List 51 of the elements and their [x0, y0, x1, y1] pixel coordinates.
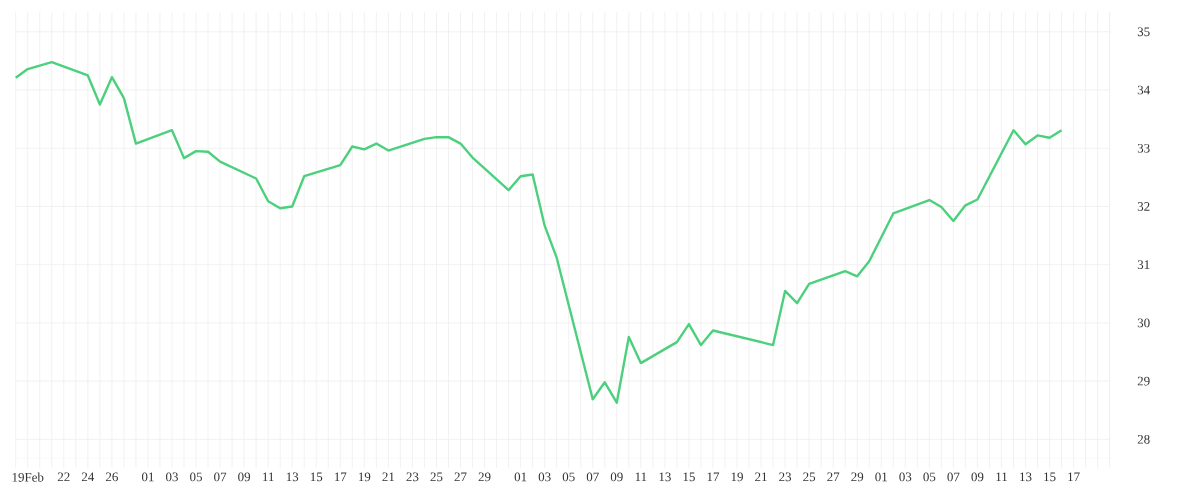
x-tick-label: 17 — [707, 472, 720, 482]
x-tick-label: 25 — [803, 472, 816, 482]
x-tick-label: 07 — [947, 472, 960, 482]
x-tick-label: 13 — [1020, 472, 1032, 482]
x-tick-label: 05 — [923, 472, 936, 482]
y-tick-label: 34 — [1137, 85, 1150, 95]
x-tick-label: 09 — [610, 472, 623, 482]
x-tick-label: 21 — [382, 472, 395, 482]
x-tick-label: 15 — [683, 472, 695, 482]
x-tick-label: 13 — [659, 472, 671, 482]
x-tick-label: 01 — [514, 472, 527, 482]
x-tick-label: 17 — [334, 472, 347, 482]
x-tick-label: 19 — [358, 472, 371, 482]
x-tick-label: 24 — [81, 472, 95, 482]
x-tick-label: 09 — [238, 472, 251, 482]
x-tick-label: 01 — [141, 472, 154, 482]
y-tick-label: 30 — [1137, 318, 1150, 328]
x-tick-label: 07 — [214, 472, 227, 482]
x-tick-label: 07 — [586, 472, 599, 482]
x-tick-label: 13 — [286, 472, 299, 482]
x-tick-label: 03 — [166, 472, 178, 482]
x-tick-label: 23 — [406, 472, 419, 482]
x-tick-label: 01 — [875, 472, 887, 482]
x-tick-label: 26 — [105, 472, 118, 482]
x-tick-label: 15 — [1044, 472, 1056, 482]
x-tick-label: 11 — [635, 472, 647, 482]
y-tick-label: 35 — [1137, 27, 1150, 37]
x-tick-label: 21 — [755, 472, 767, 482]
x-tick-label: 09 — [971, 472, 984, 482]
y-tick-label: 33 — [1137, 143, 1150, 153]
x-tick-label: 05 — [190, 472, 202, 482]
y-tick-label: 31 — [1137, 260, 1150, 270]
y-tick-label: 29 — [1137, 376, 1150, 386]
x-tick-label: 19Feb — [12, 472, 44, 482]
y-tick-label: 28 — [1137, 435, 1150, 444]
x-tick-label: 22 — [57, 472, 70, 482]
x-tick-label: 23 — [779, 472, 792, 482]
x-tick-label: 25 — [430, 472, 443, 482]
x-tick-label: 11 — [263, 472, 274, 482]
x-tick-label: 05 — [562, 472, 575, 482]
x-tick-label: 19 — [731, 472, 743, 482]
x-tick-label: 27 — [454, 472, 467, 482]
x-tick-label: 27 — [827, 472, 840, 482]
y-tick-label: 32 — [1137, 202, 1150, 211]
x-tick-label: 17 — [1068, 472, 1080, 482]
x-tick-label: 29 — [478, 472, 491, 482]
x-tick-label: 29 — [851, 472, 864, 482]
x-tick-label: 15 — [310, 472, 323, 482]
x-tick-label: 03 — [899, 472, 912, 482]
x-tick-label: 03 — [538, 472, 551, 482]
x-tick-label: 11 — [996, 472, 1007, 482]
